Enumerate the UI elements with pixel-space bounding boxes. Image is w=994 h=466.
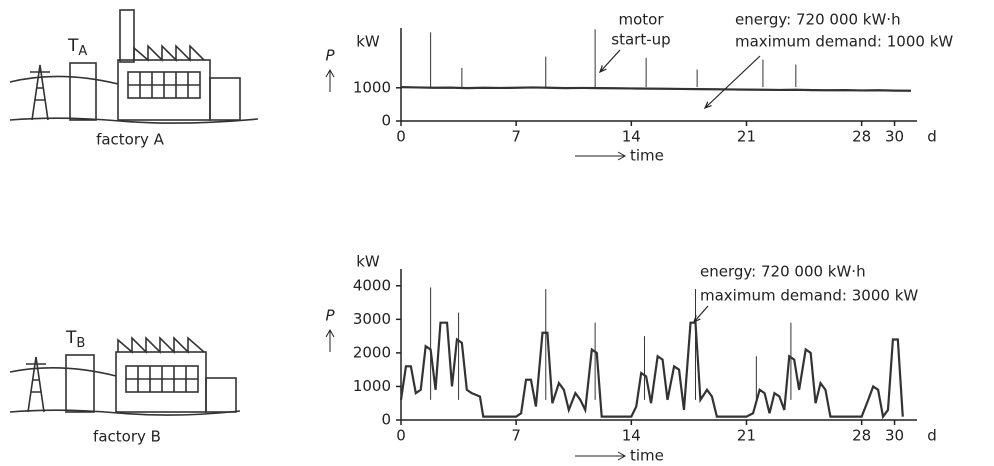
x-tick-label: 21 [737,128,756,146]
y-unit: kW [356,253,380,271]
transformer-letter: T [67,36,79,56]
x-tick-label: 0 [396,427,406,445]
annotation: maximum demand: 1000 kW [735,33,953,51]
axis-arrow [325,68,335,92]
factory-b-drawing [9,336,241,416]
y-tick-label: 0 [381,112,391,130]
axis-arrow [575,151,627,161]
annotation: energy: 720 000 kW·h [700,263,866,281]
axis-arrow [325,328,335,352]
y-axis-label: P [325,307,335,325]
x-tick-label: 28 [852,427,871,445]
annotation-arrow [692,305,709,324]
x-tick-label: 30 [885,128,904,146]
y-tick-label: 4000 [353,276,391,294]
x-unit: d [927,128,937,146]
x-tick-label: 14 [622,427,641,445]
y-tick-label: 3000 [353,310,391,328]
annotation: start-up [611,31,670,49]
y-tick-label: 0 [381,411,391,429]
x-axis-label: time [630,147,664,165]
x-tick-label: 14 [622,128,641,146]
factory-a-drawing [9,9,259,124]
x-tick-label: 21 [737,427,756,445]
x-tick-label: 7 [511,128,521,146]
power-line [400,86,912,92]
transformer-letter: T [65,328,77,348]
annotation: energy: 720 000 kW·h [735,11,901,29]
power-line [399,321,904,420]
annotation-arrow [703,55,761,110]
y-tick-label: 2000 [353,343,391,361]
x-tick-label: 28 [852,128,871,146]
y-tick-label: 1000 [353,78,391,96]
x-unit: d [927,427,937,445]
x-axis-label: time [630,447,664,465]
transformer-label: TA [67,36,87,59]
transformer-subscript: B [76,336,85,351]
x-tick-label: 7 [511,427,521,445]
annotation-arrow [598,49,621,74]
factory-caption: factory B [93,428,161,446]
transformer-label: TB [65,328,85,351]
y-tick-label: 1000 [353,377,391,395]
annotation: motor [618,11,664,29]
x-tick-label: 30 [885,427,904,445]
x-tick-label: 0 [396,128,406,146]
y-unit: kW [356,33,380,51]
y-axis-label: P [325,47,335,65]
factory-caption: factory A [96,131,165,149]
transformer-subscript: A [78,44,87,59]
axis-arrow [575,451,627,461]
annotation: maximum demand: 3000 kW [700,287,918,305]
